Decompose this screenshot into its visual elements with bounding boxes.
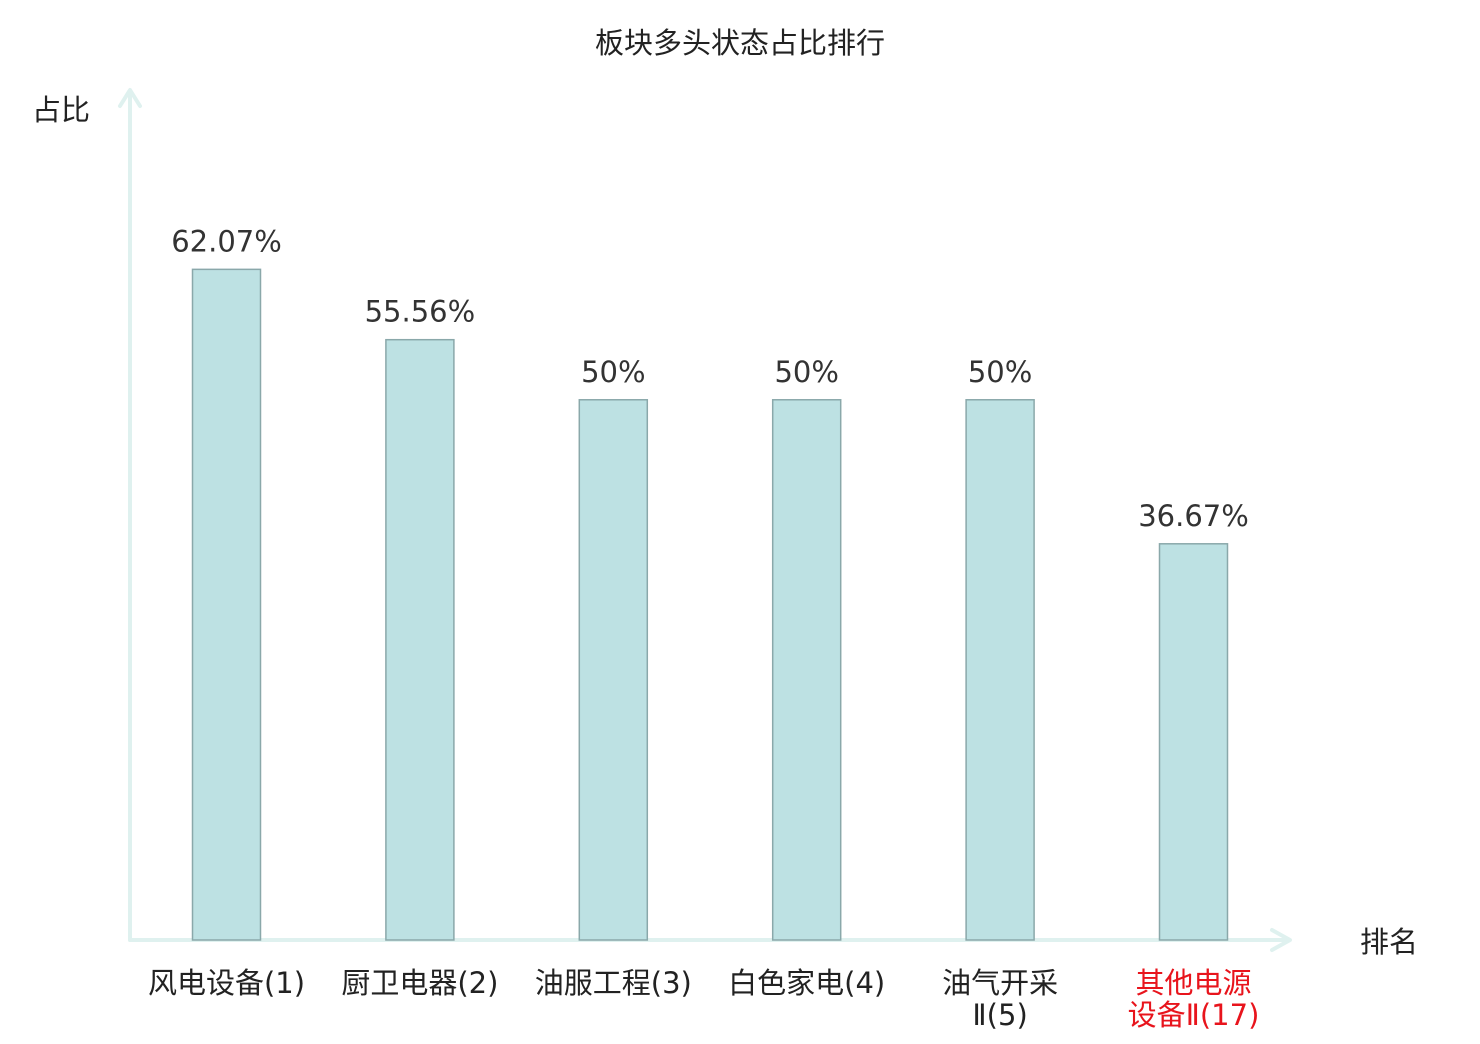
bar-value-label: 50% [581, 355, 645, 389]
category-label: 其他电源 [1135, 966, 1251, 1000]
bar [1158, 543, 1229, 941]
y-axis-arrow [118, 88, 142, 108]
y-axis-label: 占比 [32, 93, 90, 127]
value-labels-group: 62.07% 55.56% 50% 50% 50% 36.67% [171, 224, 1249, 532]
bar-value-label: 36.67% [1138, 499, 1249, 533]
category-label: 油气开采 [942, 966, 1058, 1000]
axes [118, 88, 1292, 952]
category-label: 白色家电(4) [728, 966, 885, 1000]
bar [385, 338, 455, 941]
category-label: Ⅱ(5) [972, 998, 1027, 1032]
category-label: 设备Ⅱ(17) [1128, 998, 1260, 1032]
bar-value-label: 55.56% [365, 295, 476, 329]
x-axis-label: 排名 [1360, 925, 1418, 959]
bar-value-label: 62.07% [171, 224, 282, 258]
category-label: 油服工程(3) [535, 966, 692, 1000]
x-axis-arrow [1270, 928, 1292, 952]
bar-value-label: 50% [774, 355, 838, 389]
bar [771, 399, 842, 941]
bars-group [191, 268, 1229, 941]
bar-value-label: 50% [968, 355, 1032, 389]
bar [578, 399, 649, 941]
category-label: 风电设备(1) [148, 966, 305, 1000]
chart-title: 板块多头状态占比排行 [595, 26, 885, 60]
bar [191, 268, 262, 941]
bar [965, 399, 1035, 941]
category-label: 厨卫电器(2) [341, 966, 498, 1000]
